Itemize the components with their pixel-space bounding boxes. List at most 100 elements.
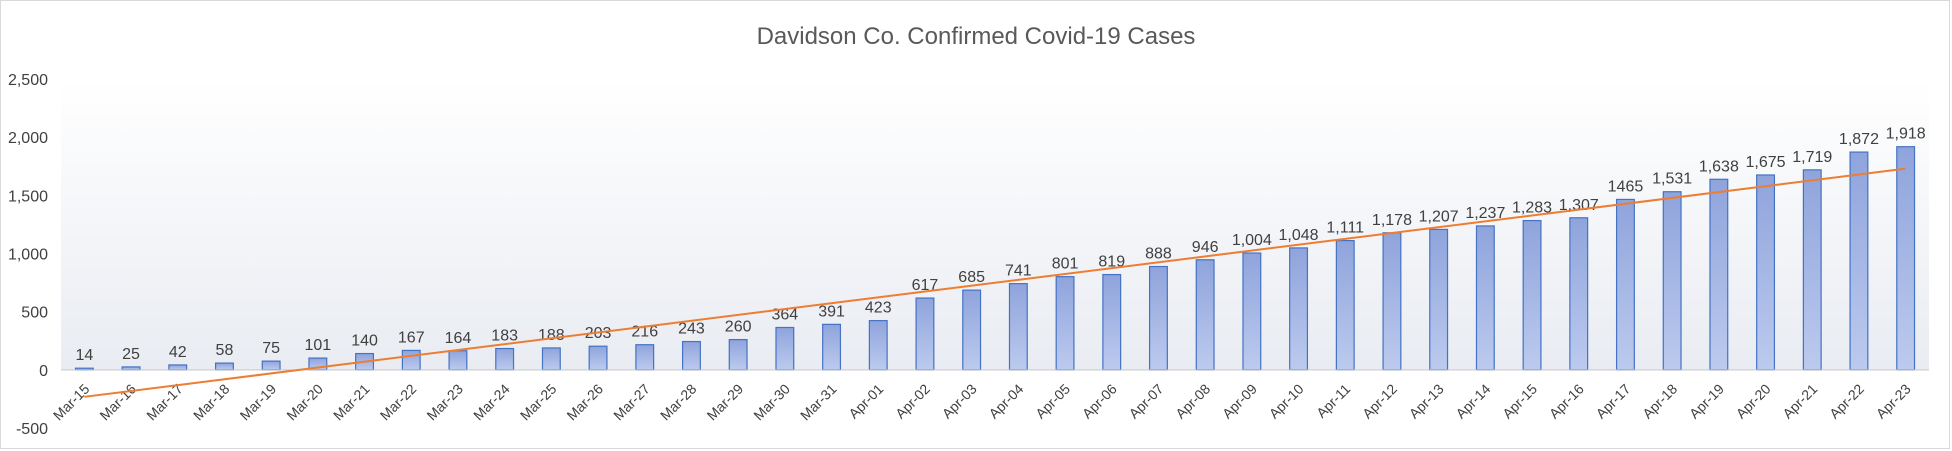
x-tick-label: Apr-20	[1733, 380, 1774, 421]
x-tick-label: Mar-23	[423, 380, 466, 423]
x-tick-label: Mar-20	[283, 380, 326, 423]
data-label: 391	[818, 303, 845, 320]
data-label: 25	[122, 346, 140, 363]
data-label: 140	[351, 333, 378, 350]
bar-apr-18	[1662, 191, 1682, 371]
bar-mar-31	[822, 323, 842, 371]
bar-apr-01	[868, 320, 888, 371]
data-label: 1,638	[1699, 158, 1739, 175]
y-tick-label: 500	[21, 305, 48, 322]
y-tick-label: 2,000	[8, 130, 48, 147]
x-tick-label: Apr-06	[1079, 380, 1120, 421]
bar-apr-11	[1335, 239, 1355, 371]
x-axis: Mar-15 Mar-16 Mar-17 Mar-18 Mar-19 Mar-20 Mar-…	[50, 369, 1929, 423]
bar-apr-13	[1429, 228, 1449, 371]
x-tick-label: Mar-16	[96, 380, 139, 423]
x-tick-label: Apr-09	[1219, 380, 1260, 421]
bar-mar-23	[448, 350, 468, 371]
bar-mar-22	[401, 349, 421, 371]
data-label: 183	[491, 328, 518, 345]
data-label: 167	[398, 329, 425, 346]
trendline-line	[84, 167, 1906, 398]
data-label: 1,111	[1326, 220, 1364, 237]
data-label: 1,531	[1652, 171, 1692, 188]
data-label: 14	[75, 347, 93, 364]
x-tick-label: Apr-19	[1686, 380, 1727, 421]
x-tick-label: Apr-18	[1639, 380, 1680, 421]
data-label: 1,719	[1792, 149, 1832, 166]
data-label: 888	[1145, 246, 1172, 263]
bar-apr-12	[1382, 232, 1402, 371]
x-tick-label: Apr-16	[1546, 380, 1587, 421]
data-label: 741	[1005, 263, 1032, 280]
trendline	[84, 167, 1906, 398]
x-tick-label: Apr-07	[1126, 380, 1167, 421]
bar-apr-22	[1849, 151, 1869, 371]
x-tick-label: Mar-21	[330, 380, 373, 423]
x-tick-label: Mar-19	[237, 380, 280, 423]
x-tick-label: Apr-12	[1359, 380, 1400, 421]
bar-apr-05	[1055, 276, 1075, 371]
data-label: 260	[725, 319, 752, 336]
y-tick-label: 0	[39, 363, 48, 380]
bar-apr-09	[1242, 252, 1262, 371]
bars	[74, 146, 1916, 371]
x-tick-label: Apr-04	[985, 380, 1026, 421]
y-tick-label: -500	[16, 421, 48, 438]
data-label: 164	[445, 330, 472, 347]
bar-mar-27	[635, 344, 655, 371]
bar-apr-21	[1802, 169, 1822, 371]
data-label: 423	[865, 300, 892, 317]
x-tick-label: Mar-26	[563, 380, 606, 423]
bar-mar-18	[214, 362, 234, 371]
x-tick-label: Apr-11	[1313, 380, 1353, 420]
bar-mar-17	[168, 364, 188, 371]
bar-mar-24	[495, 347, 515, 371]
data-label: 685	[958, 269, 985, 286]
data-label: 1,283	[1512, 200, 1552, 217]
x-tick-label: Apr-02	[892, 380, 933, 421]
x-tick-label: Mar-27	[610, 380, 653, 423]
data-label: 946	[1192, 239, 1219, 256]
data-label: 58	[216, 342, 234, 359]
bar-apr-02	[915, 297, 935, 371]
bar-apr-23	[1896, 146, 1916, 371]
bar-apr-06	[1102, 273, 1122, 371]
x-tick-label: Apr-15	[1499, 380, 1540, 421]
x-tick-label: Mar-24	[470, 380, 513, 423]
data-label: 1,918	[1886, 126, 1926, 143]
data-label: 1,307	[1559, 197, 1599, 214]
x-tick-label: Mar-29	[704, 380, 747, 423]
data-label: 203	[585, 325, 612, 342]
data-label: 1,237	[1465, 205, 1505, 222]
chart-title: Davidson Co. Confirmed Covid-19 Cases	[757, 23, 1196, 50]
x-tick-label: Mar-28	[657, 380, 700, 423]
data-label: 801	[1052, 256, 1079, 273]
data-label: 1,004	[1232, 232, 1272, 249]
x-tick-label: Apr-01	[845, 380, 886, 421]
data-label: 1,675	[1746, 154, 1786, 171]
bar-apr-14	[1475, 225, 1495, 371]
bar-mar-29	[728, 338, 748, 371]
bar-mar-19	[261, 360, 281, 371]
x-tick-label: Apr-13	[1406, 380, 1447, 421]
y-axis: -500 0 500 1,000 1,500 2,000 2,500	[8, 72, 48, 438]
x-tick-label: Apr-05	[1032, 380, 1073, 421]
bar-mar-25	[541, 347, 561, 371]
bar-apr-15	[1522, 219, 1542, 371]
x-tick-label: Apr-08	[1172, 380, 1213, 421]
y-tick-label: 1,500	[8, 188, 48, 205]
plot-background	[61, 79, 1929, 369]
x-tick-label: Apr-17	[1593, 380, 1634, 421]
x-tick-label: Apr-23	[1873, 380, 1914, 421]
bar-apr-16	[1569, 217, 1589, 371]
bar-apr-04	[1008, 283, 1028, 371]
x-tick-label: Mar-25	[517, 380, 560, 423]
data-label: 75	[262, 340, 280, 357]
data-label: 1465	[1608, 178, 1644, 195]
data-label: 1,178	[1372, 212, 1412, 229]
bar-apr-08	[1195, 259, 1215, 371]
y-tick-label: 2,500	[8, 72, 48, 89]
